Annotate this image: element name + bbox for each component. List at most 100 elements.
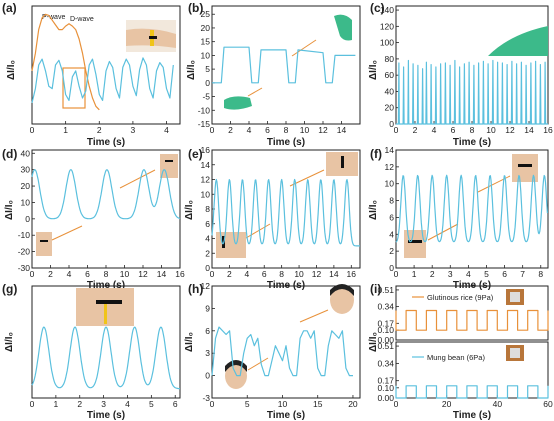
y-axis-label: ΔI/I₀ [368,332,379,352]
y-axis-label: ΔI/I₀ [184,332,195,352]
x-tick-label: 3 [131,125,136,135]
x-tick-label: 40 [493,399,503,409]
x-tick-label: 14 [337,125,347,135]
x-ticks: 0 1 2 3 4 5 6 [30,395,178,409]
x-tick-label: 0 [210,399,215,409]
x-tick-label: 16 [543,125,553,135]
x-tick-label: 6 [265,125,270,135]
y-tick-label: -20 [18,247,31,257]
series-line [395,309,549,331]
plot-frame [211,285,361,399]
y-ticks: -3 0 3 6 9 12 [201,281,215,403]
throat-photo [76,288,134,326]
x-tick-label: 1 [54,399,59,409]
y-tick-label: 0.00 [377,393,394,403]
y-tick-label: 0 [205,371,210,381]
panel-b: (b) ΔI/I₀ Time (s) -15 -10 -5 0 5 10 15 20 25 0 2… [186,1,361,148]
legend-label: Glutinous rice (9Pa) [427,293,494,302]
plot-frame-bottom [395,341,549,399]
x-ticks: 0 2 4 6 8 10 12 14 [210,121,347,135]
plot-frame [395,5,549,125]
x-tick-label: 2 [97,125,102,135]
y-axis-label: ΔI/I₀ [186,60,197,80]
x-tick-label: 1 [412,269,417,279]
y-ticks: -30 -20 -10 0 10 20 30 40 [18,148,35,273]
panel-letter: (d) [2,147,17,161]
x-ticks: 0 1 2 3 4 [30,121,169,135]
y-tick-label: 2 [389,246,394,256]
y-tick-label: 0 [205,263,210,273]
x-tick-label: 4 [244,269,249,279]
panel-a: (a) ΔI/I₀ Time (s) P-wave D-wave 0 1 2 3 4 [2,1,181,148]
x-tick-label: 5 [149,399,154,409]
zoom-box [62,67,86,109]
x-tick-label: 5 [245,399,250,409]
x-tick-label: 12 [138,269,148,279]
y-tick-label: 100 [380,38,394,48]
y-axis-label: ΔI/I₀ [4,332,15,352]
panel-c: (c) ΔI/I₀ Time (s) 0 20 40 60 80 100 120 140 0 2… [368,1,553,148]
x-tick-label: 6 [502,269,507,279]
y-tick-label: 0.17 [377,376,394,386]
y-tick-label: 12 [385,162,395,172]
series-line [395,174,548,243]
wrist-bend-photo [36,154,178,256]
x-ticks: 0 2 4 6 8 10 12 14 16 [210,265,356,279]
x-axis-label: Time (s) [87,410,125,421]
x-tick-label: 0 [394,269,399,279]
plot-frame [31,285,181,399]
panel-letter: (g) [2,282,17,296]
x-tick-label: 10 [300,125,310,135]
y-tick-label: 10 [385,179,395,189]
x-axis-label: Time (s) [267,410,305,421]
y-tick-label: 0 [389,119,394,129]
x-tick-label: 4 [164,125,169,135]
series-line [396,59,548,125]
x-tick-label: 0 [30,125,35,135]
y-ticks: -15 -10 -5 0 5 10 15 20 25 [198,9,215,129]
x-tick-label: 8 [538,269,543,279]
y-tick-label: 15 [201,37,211,47]
y-tick-label: 4 [205,234,210,244]
series-line [212,46,356,84]
x-tick-label: 4 [67,269,72,279]
x-axis-label: Time (s) [453,410,491,421]
signal-plot [31,326,180,390]
series-line [211,178,360,247]
x-tick-label: 14 [524,125,534,135]
series-line [211,326,353,377]
y-tick-label: 60 [385,70,395,80]
y-tick-label: 0.34 [377,302,394,312]
signal-plot [31,169,181,220]
y-ticks: 0 2 4 6 8 10 12 14 [385,145,399,273]
panel-g: (g) ΔI/I₀ Time (s) 0 1 2 3 4 5 6 [2,282,181,421]
signal-plot [395,174,548,243]
panel-letter: (f) [370,147,382,161]
x-tick-label: 7 [520,269,525,279]
finger-bend-photo [224,14,352,110]
x-tick-label: 10 [278,399,288,409]
y-tick-label: -5 [202,92,210,102]
signal-plot [211,178,360,247]
x-tick-label: 3 [101,399,106,409]
y-axis-label: ΔI/I₀ [6,60,17,80]
x-ticks: 0 20 40 60 [394,395,553,409]
y-tick-label: 40 [385,86,395,96]
y-tick-label: 8 [389,196,394,206]
x-tick-label: 6 [85,269,90,279]
y-tick-label: -3 [202,393,210,403]
x-tick-label: 0 [30,399,35,409]
y-tick-label: 16 [201,145,211,155]
x-tick-label: 4 [125,399,130,409]
y-tick-label: 20 [201,23,211,33]
y-tick-label: -10 [18,230,31,240]
x-tick-label: 2 [227,269,232,279]
y-tick-label: 14 [201,160,211,170]
y-tick-label: 0.10 [377,383,394,393]
x-tick-label: 20 [348,399,358,409]
x-tick-label: 0 [210,125,215,135]
y-tick-label: 0.10 [377,325,394,335]
panel-letter: (c) [370,1,385,15]
